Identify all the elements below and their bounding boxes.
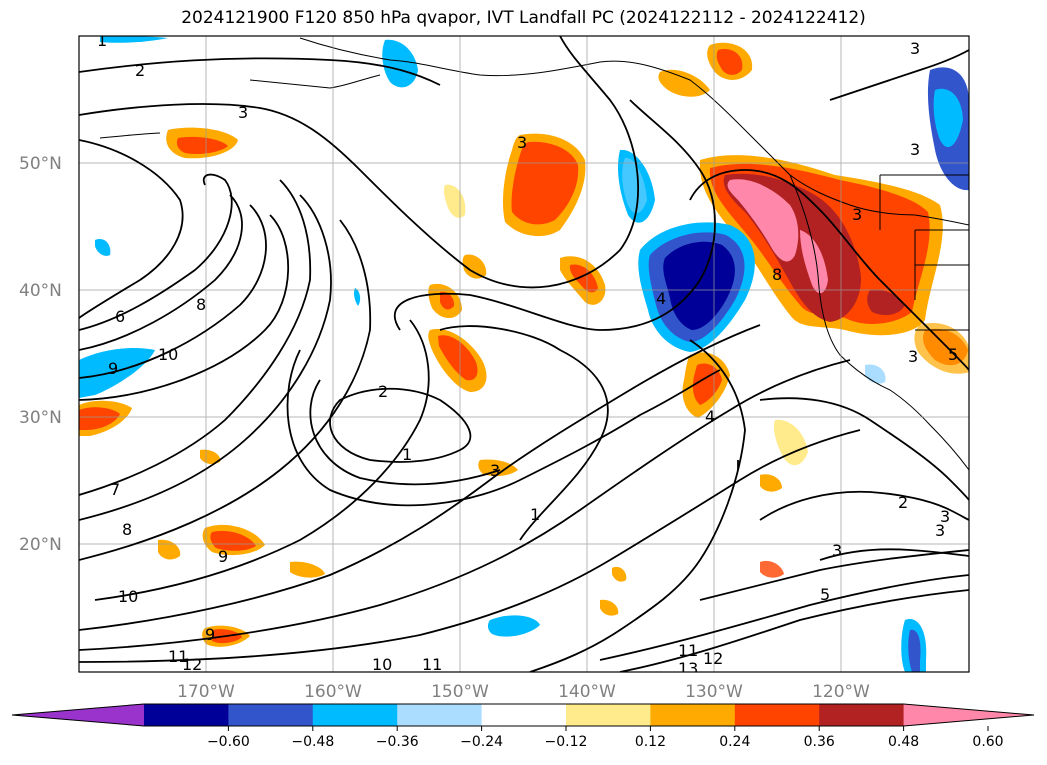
latitude-labels: 50°N 40°N 30°N 20°N — [19, 154, 62, 555]
colorbar-extend-low — [12, 704, 144, 726]
contour-label: 2 — [378, 382, 388, 401]
colorbar-segment — [819, 704, 905, 726]
colorbar-segment — [734, 704, 820, 726]
gridlines — [79, 36, 969, 672]
colorbar-tick-label: −0.60 — [207, 734, 250, 750]
lat-tick-label: 20°N — [19, 535, 62, 555]
contour-label: 8 — [122, 520, 132, 539]
colorbar-segment — [481, 704, 567, 726]
contour-label: 2 — [898, 493, 908, 512]
contour-label: 1 — [530, 505, 540, 524]
lon-tick-label: 170°W — [177, 682, 235, 702]
contour-label: 3 — [238, 103, 248, 122]
contour-label: 10 — [158, 345, 178, 364]
negative-anomaly-patches — [79, 36, 969, 672]
colorbar-outline — [11, 703, 1035, 727]
contour-label: 8 — [772, 265, 782, 284]
map-title: 2024121900 F120 850 hPa qvapor, IVT Land… — [181, 8, 866, 28]
contour-label: 13 — [678, 659, 698, 678]
contour-label: 11 — [422, 655, 442, 674]
contour-label: 7 — [110, 480, 120, 499]
colorbar: −0.60 −0.48 −0.36 −0.24 −0.12 0.12 0.24 0.36 0.4… — [11, 703, 1035, 750]
contour-label: 9 — [205, 625, 215, 644]
contour-label: 4 — [656, 289, 666, 308]
colorbar-segment — [566, 704, 651, 726]
colorbar-tick-label: 0.12 — [635, 734, 666, 750]
contour-label: 9 — [108, 359, 118, 378]
colorbar-tick-label: 0.60 — [972, 734, 1003, 750]
colorbar-segment — [228, 704, 314, 726]
contour-label: 10 — [372, 655, 392, 674]
colorbar-segment — [144, 704, 229, 726]
contour-label: 3 — [490, 461, 500, 480]
map-frame — [78, 35, 970, 673]
colorbar-tick-label: 0.48 — [888, 734, 919, 750]
colorbar-tick-label: −0.36 — [376, 734, 419, 750]
contour-label: 3 — [935, 521, 945, 540]
contour-label: 10 — [118, 587, 138, 606]
contour-label: 3 — [940, 507, 950, 526]
lat-tick-label: 40°N — [19, 281, 62, 301]
lon-tick-label: 130°W — [685, 682, 743, 702]
contour-label: 1 — [402, 445, 412, 464]
colorbar-tick-label: 0.24 — [719, 734, 750, 750]
lat-tick-label: 50°N — [19, 154, 62, 174]
contour-label: 3 — [910, 140, 920, 159]
contour-label: 12 — [703, 649, 723, 668]
lon-tick-label: 150°W — [431, 682, 489, 702]
contour-label: 8 — [196, 295, 206, 314]
contour-label: 11 — [168, 647, 188, 666]
contour-label: 3 — [910, 39, 920, 58]
map-field: 1 2 3 3 3 3 3 6 8 9 10 2 1 3 4 7 8 9 10 … — [79, 31, 969, 678]
longitude-labels: 170°W 160°W 150°W 140°W 130°W 120°W — [177, 682, 870, 702]
coastlines — [99, 37, 969, 471]
contour-label: 5 — [820, 585, 830, 604]
lat-tick-label: 30°N — [19, 408, 62, 428]
colorbar-segment — [650, 704, 736, 726]
contour-label: 3 — [517, 133, 527, 152]
contour-labels: 1 2 3 3 3 3 3 6 8 9 10 2 1 3 4 7 8 9 10 … — [97, 31, 958, 678]
contour-label: 4 — [705, 407, 715, 426]
colorbar-tick-label: −0.12 — [545, 734, 588, 750]
contour-label: 1 — [97, 31, 107, 50]
colorbar-tick-label: −0.24 — [460, 734, 503, 750]
contour-label: 5 — [948, 345, 958, 364]
contour-label: 12 — [182, 655, 202, 674]
lon-tick-label: 120°W — [812, 682, 870, 702]
colorbar-segment — [312, 704, 398, 726]
contour-label: 3 — [852, 205, 862, 224]
colorbar-extend-high — [903, 704, 1034, 726]
contour-label: 3 — [908, 347, 918, 366]
colorbar-tick-label: −0.48 — [291, 734, 334, 750]
ivt-contours — [79, 36, 969, 672]
contour-label: 11 — [678, 641, 698, 660]
contour-label: 9 — [218, 547, 228, 566]
contour-label: 2 — [135, 61, 145, 80]
positive-anomaly-patches — [79, 42, 969, 647]
colorbar-tick-label: 0.36 — [804, 734, 835, 750]
lon-tick-label: 160°W — [304, 682, 362, 702]
colorbar-segment — [397, 704, 483, 726]
contour-label: 6 — [115, 307, 125, 326]
contour-label: 3 — [832, 541, 842, 560]
lon-tick-label: 140°W — [558, 682, 616, 702]
